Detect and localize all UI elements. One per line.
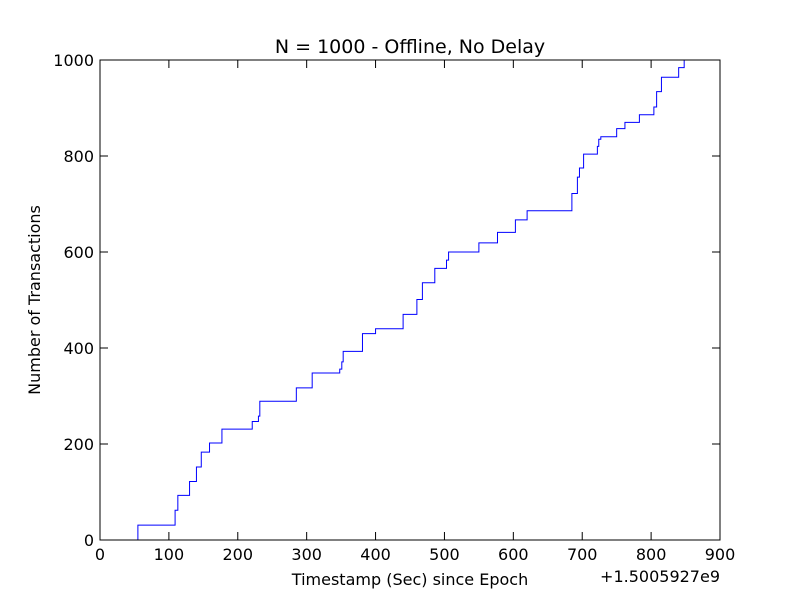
y-axis-label: Number of Transactions xyxy=(25,205,44,395)
y-tick-label: 600 xyxy=(63,243,94,262)
x-tick-label: 800 xyxy=(636,545,667,564)
y-tick-label: 1000 xyxy=(53,51,94,70)
x-axis-offset-label: +1.5005927e9 xyxy=(600,567,720,586)
y-tick-label: 0 xyxy=(84,531,94,550)
series-line-0 xyxy=(137,59,687,540)
x-tick-label: 100 xyxy=(154,545,185,564)
y-tick-label: 200 xyxy=(63,435,94,454)
y-tick-label: 800 xyxy=(63,147,94,166)
x-tick-label: 200 xyxy=(223,545,254,564)
x-axis: 0 100 200 300 400 500 600 700 800 900 xyxy=(95,60,735,564)
x-tick-label: 500 xyxy=(429,545,460,564)
plot-frame xyxy=(99,59,721,541)
x-tick-label: 400 xyxy=(360,545,391,564)
x-axis-label: Timestamp (Sec) since Epoch xyxy=(291,570,528,589)
x-tick-label: 0 xyxy=(95,545,105,564)
y-tick-label: 400 xyxy=(63,339,94,358)
y-axis: 0 200 400 600 800 1000 xyxy=(53,51,720,550)
chart-title: N = 1000 - Offline, No Delay xyxy=(275,36,545,58)
x-tick-label: 900 xyxy=(705,545,736,564)
x-tick-label: 700 xyxy=(567,545,598,564)
plot-area xyxy=(137,59,687,540)
x-tick-label: 300 xyxy=(291,545,322,564)
x-tick-label: 600 xyxy=(498,545,529,564)
